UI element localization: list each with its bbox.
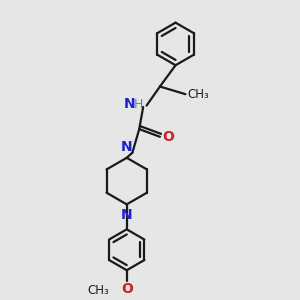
Text: N: N (124, 97, 135, 111)
Text: CH₃: CH₃ (88, 284, 110, 297)
Text: O: O (163, 130, 174, 144)
Text: H: H (134, 98, 143, 111)
Text: CH₃: CH₃ (187, 88, 209, 101)
Text: O: O (121, 282, 133, 296)
Text: N: N (121, 140, 133, 154)
Text: N: N (121, 208, 133, 222)
